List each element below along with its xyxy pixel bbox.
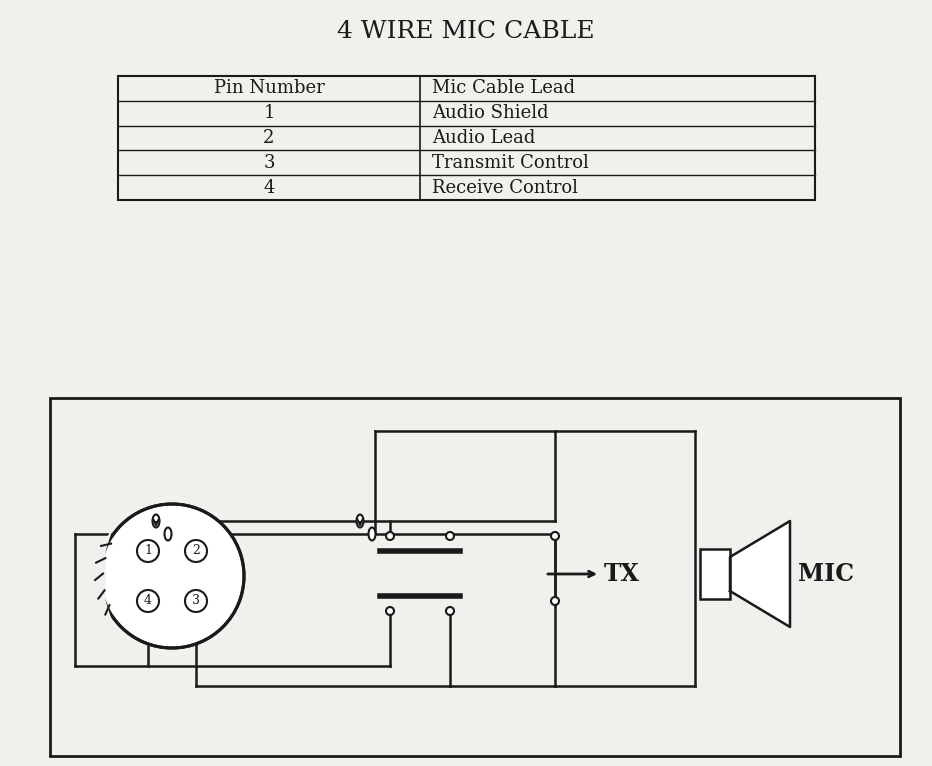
Circle shape — [137, 590, 159, 612]
Circle shape — [100, 504, 244, 648]
Bar — [118, 76, 815, 200]
Circle shape — [386, 532, 394, 540]
Text: 4: 4 — [144, 594, 152, 607]
Text: 1: 1 — [144, 545, 152, 558]
Ellipse shape — [368, 528, 376, 541]
Text: 3: 3 — [263, 154, 275, 172]
Circle shape — [185, 590, 207, 612]
Text: TX: TX — [604, 562, 640, 586]
Text: Pin Number: Pin Number — [213, 80, 324, 97]
Bar — [700, 549, 730, 599]
Polygon shape — [730, 521, 790, 627]
Bar — [50, 398, 900, 756]
Ellipse shape — [357, 515, 363, 528]
Circle shape — [446, 532, 454, 540]
Text: Audio Shield: Audio Shield — [432, 104, 549, 123]
Ellipse shape — [153, 515, 159, 528]
Text: 2: 2 — [192, 545, 200, 558]
Text: 4: 4 — [264, 178, 275, 197]
Text: 3: 3 — [192, 594, 200, 607]
Circle shape — [551, 597, 559, 605]
Text: Mic Cable Lead: Mic Cable Lead — [432, 80, 575, 97]
Text: MIC: MIC — [798, 562, 854, 586]
Circle shape — [137, 540, 159, 562]
Text: 2: 2 — [264, 129, 275, 147]
Text: 4 WIRE MIC CABLE: 4 WIRE MIC CABLE — [337, 19, 595, 42]
Text: Transmit Control: Transmit Control — [432, 154, 589, 172]
Text: 1: 1 — [263, 104, 275, 123]
Text: Receive Control: Receive Control — [432, 178, 578, 197]
Circle shape — [446, 607, 454, 615]
Circle shape — [386, 607, 394, 615]
Circle shape — [185, 540, 207, 562]
Polygon shape — [97, 533, 111, 619]
Circle shape — [551, 532, 559, 540]
Text: Audio Lead: Audio Lead — [432, 129, 535, 147]
Ellipse shape — [165, 528, 171, 541]
